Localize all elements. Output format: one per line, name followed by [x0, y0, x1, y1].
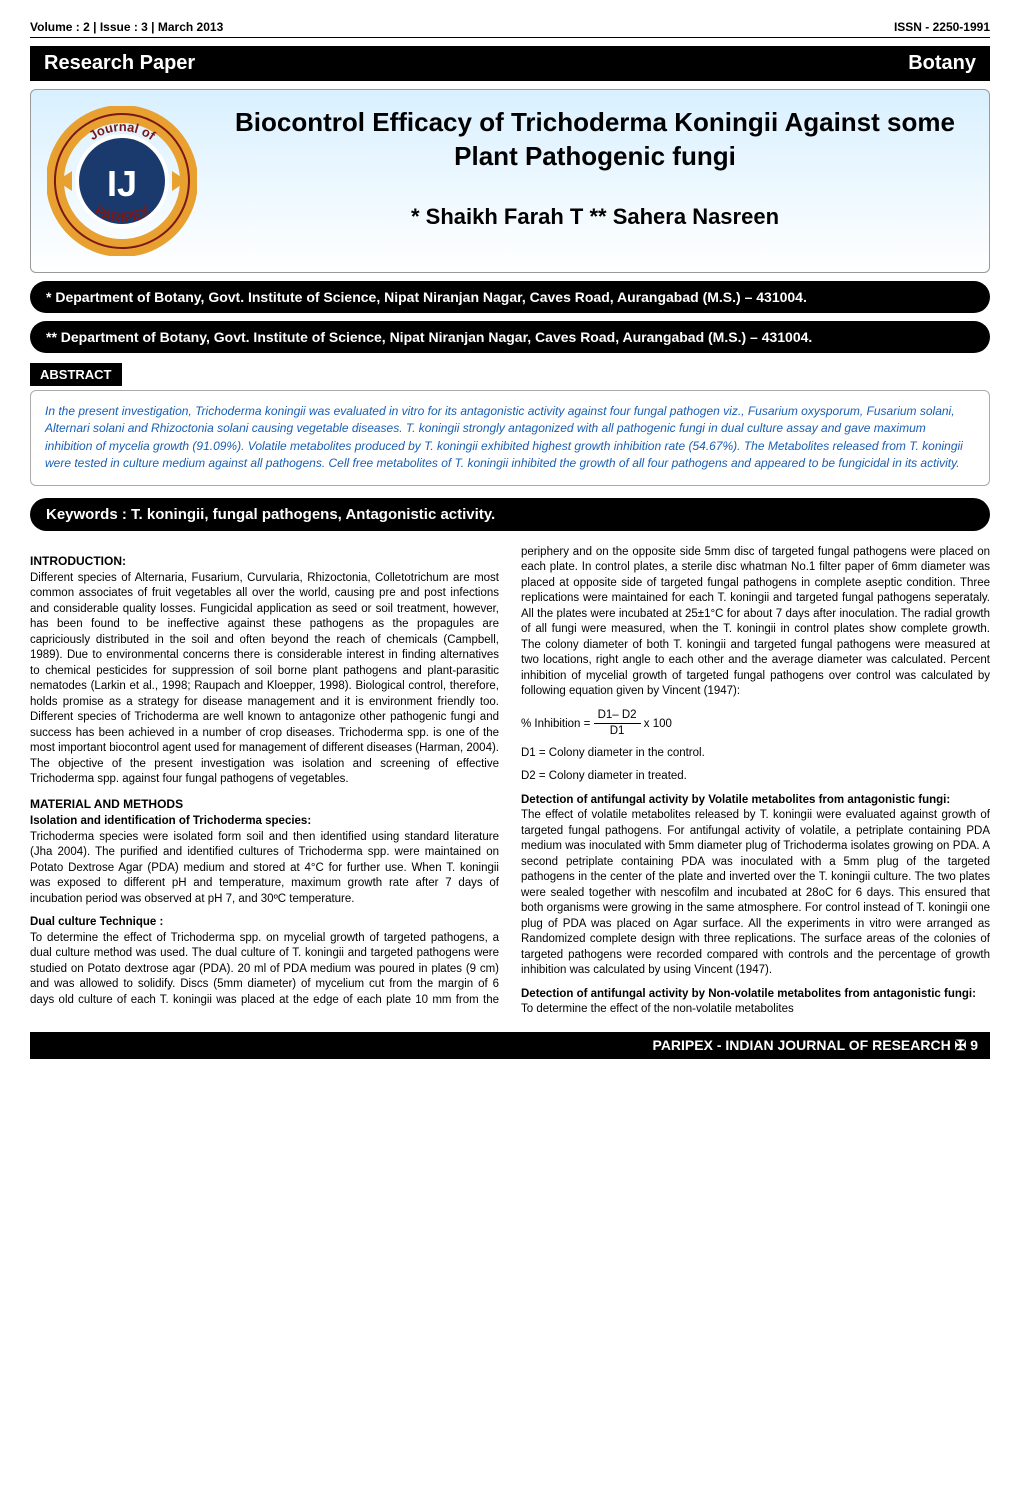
abstract-box: In the present investigation, Trichoderm… — [30, 390, 990, 486]
issn: ISSN - 2250-1991 — [894, 20, 990, 34]
intro-heading: INTRODUCTION: — [30, 553, 499, 569]
keywords-pill: Keywords : T. koningii, fungal pathogens… — [30, 498, 990, 531]
abstract-text: In the present investigation, Trichoderm… — [45, 404, 963, 470]
isolation-text: Trichoderma species were isolated form s… — [30, 831, 499, 905]
volume-issue: Volume : 2 | Issue : 3 | March 2013 — [30, 20, 223, 34]
header-left: Research Paper — [44, 52, 195, 75]
header-right: Botany — [908, 52, 976, 75]
paper-title: Biocontrol Efficacy of Trichoderma Konin… — [217, 106, 973, 174]
top-meta-bar: Volume : 2 | Issue : 3 | March 2013 ISSN… — [30, 20, 990, 38]
paper-authors: * Shaikh Farah T ** Sahera Nasreen — [217, 204, 973, 230]
abstract-label: ABSTRACT — [30, 363, 122, 386]
d2-definition: D2 = Colony diameter in treated. — [521, 769, 990, 785]
affiliation-2: ** Department of Botany, Govt. Institute… — [30, 321, 990, 353]
journal-logo: IJ Journal of PARIPEX — [47, 106, 197, 256]
material-methods-heading: MATERIAL AND METHODS — [30, 796, 499, 812]
svg-text:IJ: IJ — [107, 163, 137, 204]
nonvolatile-subheading: Detection of antifungal activity by Non-… — [521, 988, 976, 1000]
intro-text: Different species of Alternaria, Fusariu… — [30, 571, 499, 788]
dual-culture-subheading: Dual culture Technique : — [30, 916, 163, 928]
body-columns: INTRODUCTION: Different species of Alter… — [30, 545, 990, 1018]
affiliation-1: * Department of Botany, Govt. Institute … — [30, 281, 990, 313]
formula-numerator: D1– D2 — [594, 708, 641, 725]
inhibition-formula: % Inhibition = D1– D2 D1 x 100 — [521, 708, 990, 740]
section-header-bar: Research Paper Botany — [30, 46, 990, 81]
formula-denominator: D1 — [594, 724, 641, 740]
footer-bar: PARIPEX - INDIAN JOURNAL OF RESEARCH ✠ 9 — [30, 1032, 990, 1059]
journal-logo-svg: IJ Journal of PARIPEX — [47, 106, 197, 256]
hero-section: IJ Journal of PARIPEX Biocontrol Efficac… — [30, 89, 990, 273]
formula-tail: x 100 — [644, 718, 672, 730]
nonvolatile-text: To determine the effect of the non-volat… — [521, 1003, 794, 1015]
formula-label: % Inhibition = — [521, 718, 590, 730]
d1-definition: D1 = Colony diameter in the control. — [521, 746, 990, 762]
isolation-subheading: Isolation and identification of Trichode… — [30, 815, 311, 827]
hero-text-block: Biocontrol Efficacy of Trichoderma Konin… — [217, 106, 973, 230]
volatile-subheading: Detection of antifungal activity by Vola… — [521, 794, 950, 806]
formula-fraction: D1– D2 D1 — [594, 708, 641, 740]
footer-text: PARIPEX - INDIAN JOURNAL OF RESEARCH ✠ 9 — [653, 1037, 978, 1053]
volatile-text: The effect of volatile metabolites relea… — [521, 809, 990, 976]
